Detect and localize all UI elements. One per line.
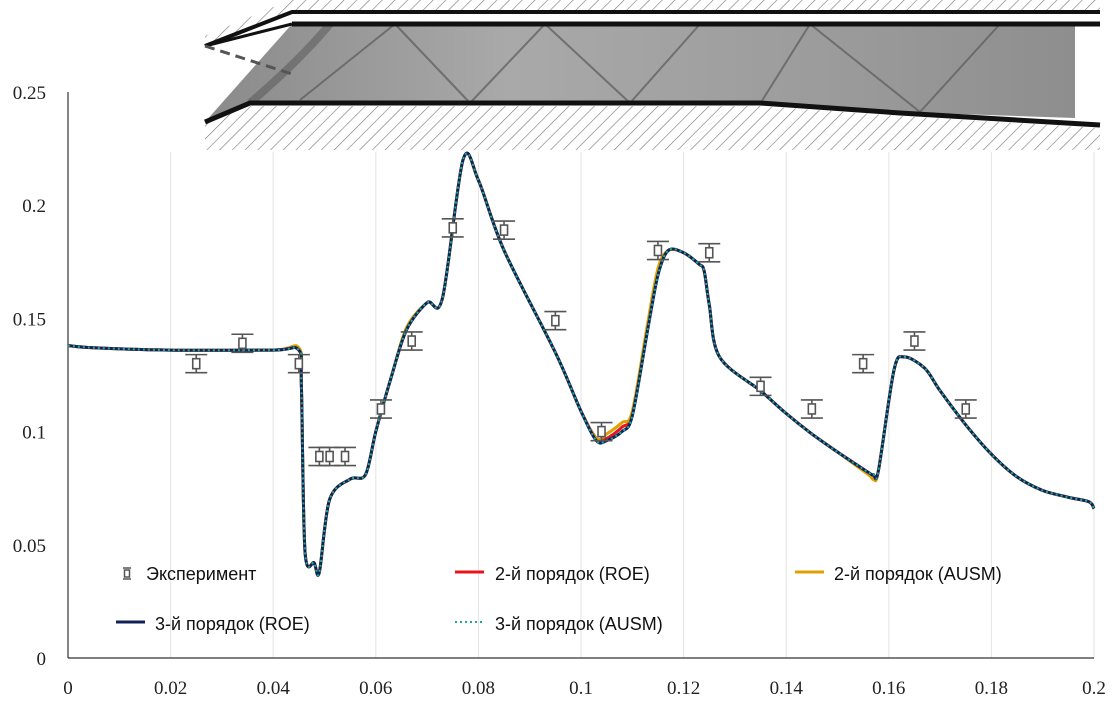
experiment-point <box>852 353 875 374</box>
x-tick-label: 0.06 <box>359 678 392 699</box>
legend-label-roe2: 2-й порядок (ROE) <box>495 564 650 584</box>
legend-item-ausm2: 2-й порядок (AUSM) <box>795 564 1002 584</box>
schlieren-channel-image <box>155 0 1116 152</box>
experiment-point <box>590 421 613 442</box>
experiment-point <box>800 399 823 419</box>
experiment-point <box>287 353 310 374</box>
legend: Эксперимент 2-й порядок (ROE) 2-й порядо… <box>116 564 1002 634</box>
legend-item-roe3: 3-й порядок (ROE) <box>116 614 310 634</box>
legend-label-experiment: Эксперимент <box>146 564 256 584</box>
series-ausm3-line <box>67 152 1095 577</box>
experiment-markers <box>185 217 977 467</box>
y-tick-label: 0.15 <box>13 309 46 330</box>
x-tick-label: 0.18 <box>975 678 1008 699</box>
x-tick-label: 0.1 <box>569 678 593 699</box>
y-tick-label: 0.25 <box>13 83 46 104</box>
experiment-point <box>231 333 254 354</box>
y-tick-label: 0 <box>37 649 47 670</box>
legend-label-roe3: 3-й порядок (ROE) <box>155 614 310 634</box>
y-tick-label: 0.2 <box>22 196 46 217</box>
x-tick-labels: 0 0.02 0.04 0.06 0.08 0.1 0.12 0.14 0.16 0.18 0.2 <box>63 678 1106 699</box>
y-tick-label: 0.05 <box>13 536 46 557</box>
experiment-point <box>903 331 926 351</box>
experiment-point <box>334 446 357 467</box>
x-tick-label: 0.08 <box>462 678 495 699</box>
experiment-point <box>954 399 977 419</box>
legend-label-ausm2: 2-й порядок (AUSM) <box>834 564 1002 584</box>
x-tick-label: 0.04 <box>257 678 291 699</box>
experiment-point <box>544 310 567 331</box>
y-tick-labels: 0 0.05 0.1 0.15 0.2 0.25 <box>13 83 46 670</box>
x-tick-label: 0.02 <box>154 678 187 699</box>
experiment-marker-icon <box>123 567 131 580</box>
y-tick-label: 0.1 <box>22 423 46 444</box>
x-tick-label: 0.2 <box>1082 678 1106 699</box>
experiment-point <box>400 331 423 351</box>
x-tick-label: 0.14 <box>770 678 804 699</box>
experiment-point <box>698 242 721 263</box>
experiment-point <box>646 240 669 261</box>
series-layer <box>67 151 1096 577</box>
legend-label-ausm3: 3-й порядок (AUSM) <box>495 614 663 634</box>
x-tick-label: 0.16 <box>872 678 905 699</box>
legend-item-ausm3: 3-й порядок (AUSM) <box>455 614 663 634</box>
experiment-point <box>749 376 772 397</box>
experiment-point <box>185 353 208 374</box>
experiment-point <box>441 217 464 238</box>
x-tick-label: 0 <box>63 678 73 699</box>
x-tick-label: 0.12 <box>667 678 700 699</box>
legend-item-roe2: 2-й порядок (ROE) <box>455 564 650 584</box>
legend-item-experiment: Эксперимент <box>123 564 256 584</box>
experiment-point <box>493 220 516 240</box>
experiment-point <box>369 399 392 419</box>
